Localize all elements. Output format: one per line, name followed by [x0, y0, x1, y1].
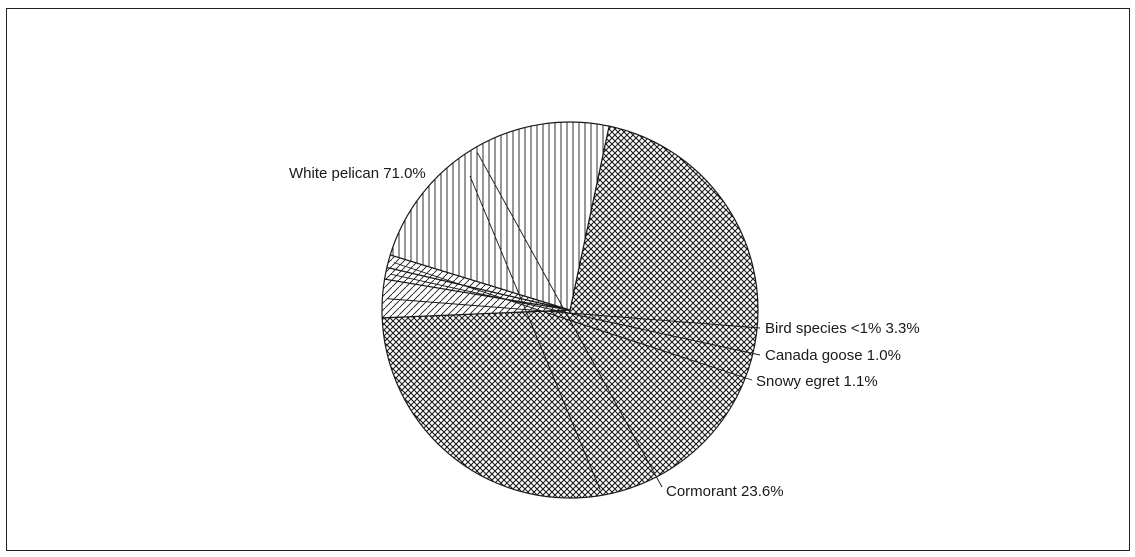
leader-line [391, 273, 761, 356]
pie-slice-white-pelican [381, 125, 759, 499]
leader-line [387, 298, 761, 329]
chart-frame [6, 8, 1130, 551]
slice-label: Cormorant 23.6% [666, 483, 784, 500]
leader-lines [387, 152, 761, 491]
slice-label: Canada goose 1.0% [765, 347, 901, 364]
slice-label: Bird species <1% 3.3% [765, 320, 920, 337]
pie-slices [381, 121, 759, 499]
slice-labels: White pelican 71.0% Bird species <1% 3.3%… [289, 165, 920, 500]
leader-line [393, 262, 753, 381]
leader-line [469, 175, 601, 491]
slice-label: Snowy egret 1.1% [756, 373, 878, 390]
pie-slice-cormorant [389, 121, 610, 311]
slice-label: White pelican 71.0% [289, 165, 426, 182]
leader-line [477, 152, 663, 488]
